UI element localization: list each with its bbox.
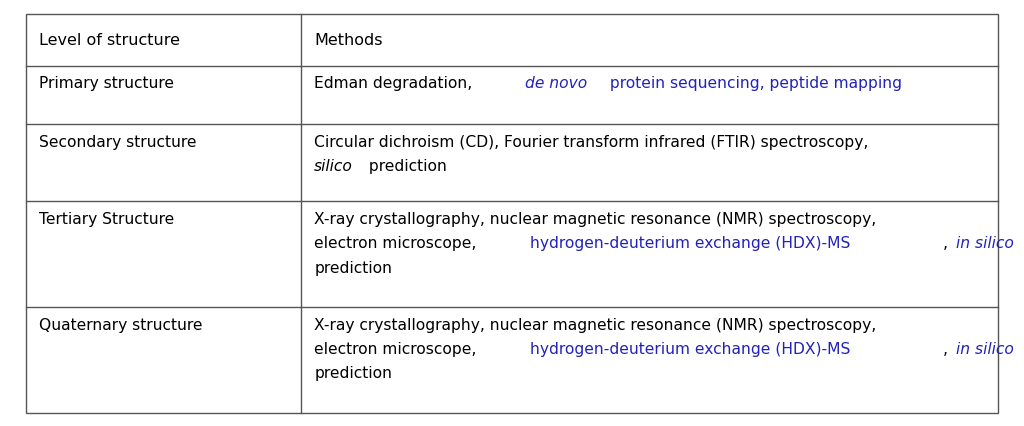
Text: hydrogen-deuterium exchange (HDX)-MS: hydrogen-deuterium exchange (HDX)-MS [530, 341, 850, 356]
Text: prediction: prediction [314, 366, 392, 380]
Text: Tertiary Structure: Tertiary Structure [39, 211, 174, 226]
Text: in silico: in silico [956, 236, 1014, 250]
Text: ,: , [943, 236, 953, 250]
Text: prediction: prediction [365, 158, 447, 173]
Text: hydrogen-deuterium exchange (HDX)-MS: hydrogen-deuterium exchange (HDX)-MS [530, 236, 850, 250]
Text: Quaternary structure: Quaternary structure [39, 317, 203, 332]
Text: de novo: de novo [524, 76, 587, 91]
Text: silico: silico [314, 158, 353, 173]
Text: protein sequencing, peptide mapping: protein sequencing, peptide mapping [605, 76, 902, 91]
Text: in silico: in silico [956, 341, 1014, 356]
Text: prediction: prediction [314, 260, 392, 275]
Text: Edman degradation,: Edman degradation, [314, 76, 477, 91]
Text: X-ray crystallography, nuclear magnetic resonance (NMR) spectroscopy,: X-ray crystallography, nuclear magnetic … [314, 211, 877, 226]
Text: electron microscope,: electron microscope, [314, 236, 481, 250]
Text: Primary structure: Primary structure [39, 76, 174, 91]
Text: X-ray crystallography, nuclear magnetic resonance (NMR) spectroscopy,: X-ray crystallography, nuclear magnetic … [314, 317, 877, 332]
Text: ,: , [943, 341, 953, 356]
Text: electron microscope,: electron microscope, [314, 341, 481, 356]
Text: Methods: Methods [314, 33, 383, 49]
Text: Secondary structure: Secondary structure [39, 134, 197, 149]
Text: Circular dichroism (CD), Fourier transform infrared (FTIR) spectroscopy,: Circular dichroism (CD), Fourier transfo… [314, 134, 873, 149]
Text: Level of structure: Level of structure [39, 33, 180, 49]
